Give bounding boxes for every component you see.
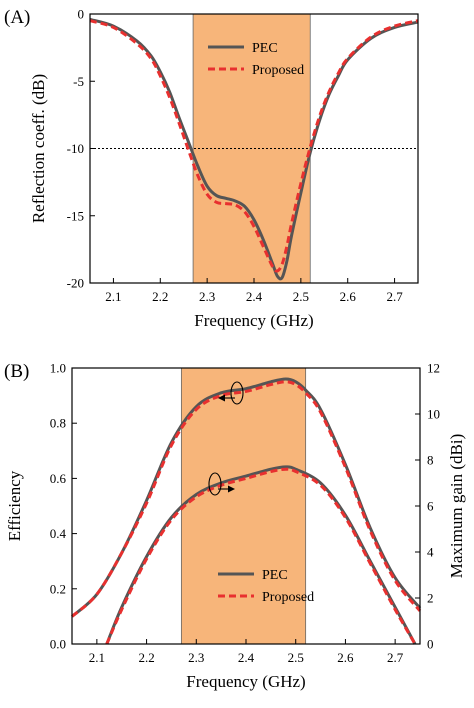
x-tick-label: 2.5: [288, 650, 304, 665]
y-right-tick-label: 6: [427, 499, 434, 514]
x-tick-label: 2.3: [188, 650, 204, 665]
curve-marker-ellipse: [230, 381, 244, 405]
x-tick-label: 2.6: [340, 289, 357, 304]
x-tick-label: 2.1: [89, 650, 105, 665]
left-axis-arrow-head: [218, 394, 225, 402]
y-right-tick-label: 8: [427, 453, 434, 468]
series-line-4: [105, 467, 417, 645]
legend-label: Proposed: [252, 63, 304, 78]
y-axis-title: Efficiency: [5, 470, 24, 541]
y-right-axis-title: Maximum gain (dBi): [447, 434, 466, 578]
y-tick-label: -15: [67, 208, 84, 223]
legend-label: PEC: [252, 41, 278, 56]
panel-label: (B): [4, 361, 29, 382]
y-tick-label: -10: [67, 141, 84, 156]
x-axis-title: Frequency (GHz): [186, 672, 305, 691]
x-tick-label: 2.7: [386, 289, 403, 304]
y-tick-label: 1.0: [50, 361, 66, 376]
y-right-tick-label: 12: [427, 361, 440, 376]
shaded-band: [180, 367, 307, 645]
x-tick-label: 2.4: [246, 289, 263, 304]
curve-marker-ellipse: [208, 472, 222, 496]
legend-label: Proposed: [262, 590, 314, 605]
y-tick-label: 0.4: [50, 526, 67, 541]
y-tick-label: -20: [67, 276, 84, 291]
y-tick-label: -5: [73, 74, 84, 89]
x-tick-label: 2.5: [293, 289, 309, 304]
x-tick-label: 2.1: [105, 289, 121, 304]
x-tick-label: 2.2: [138, 650, 154, 665]
panel-label: (A): [4, 7, 30, 28]
y-tick-label: 0.0: [50, 637, 66, 652]
y-tick-label: 0.6: [50, 471, 67, 486]
right-axis-arrow-head: [228, 485, 235, 493]
series-line-2: [89, 19, 419, 273]
y-tick-label: 0.8: [50, 416, 66, 431]
x-tick-label: 2.2: [152, 289, 168, 304]
panel-b-efficiency-gain-chart: 2.1 2.2 2.3 2.4 2.5 2.6 2.7 0.0 0.2 0.4 0.6 0.8 1.0 0…: [4, 361, 466, 692]
x-tick-label: 2.4: [238, 650, 255, 665]
x-tick-label: 2.3: [199, 289, 215, 304]
y-right-tick-label: 10: [427, 407, 440, 422]
y-right-tick-label: 4: [427, 545, 434, 560]
y-tick-label: 0: [78, 7, 85, 22]
y-right-tick-label: 0: [427, 637, 434, 652]
x-tick-label: 2.6: [337, 650, 354, 665]
legend-label: PEC: [262, 568, 288, 583]
y-right-tick-label: 2: [427, 591, 434, 606]
y-tick-label: 0.2: [50, 581, 66, 596]
x-axis-title: Frequency (GHz): [194, 311, 313, 330]
y-axis-title: Reflection coeff. (dB): [29, 74, 48, 223]
x-tick-label: 2.7: [387, 650, 404, 665]
panel-a-reflection-chart: 2.1 2.2 2.3 2.4 2.5 2.6 2.7 0 -5 -10 -15 -20 Frequen…: [4, 7, 419, 330]
series-line-2: [71, 380, 422, 618]
